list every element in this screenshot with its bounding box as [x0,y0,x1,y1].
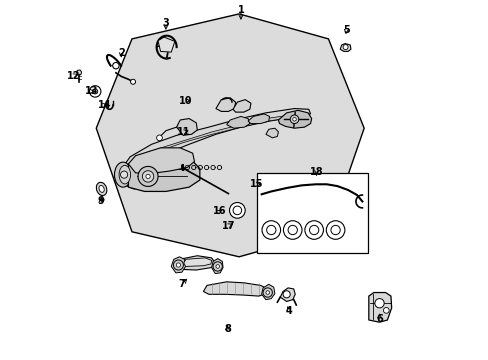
Polygon shape [278,111,311,128]
Ellipse shape [119,165,130,184]
Polygon shape [96,14,364,257]
Circle shape [304,221,323,239]
Circle shape [309,225,318,235]
Circle shape [325,221,344,239]
Circle shape [233,206,241,215]
Circle shape [138,166,158,186]
Circle shape [263,288,272,297]
Circle shape [213,262,222,271]
Text: 5: 5 [342,25,349,35]
Text: 9: 9 [97,197,104,206]
Text: 13: 13 [85,86,98,96]
Circle shape [93,89,98,94]
Text: 4: 4 [285,306,292,316]
Polygon shape [128,148,194,174]
Circle shape [89,86,101,97]
Polygon shape [233,100,250,112]
Text: 6: 6 [375,314,382,324]
Polygon shape [128,113,305,171]
Circle shape [229,203,244,218]
Polygon shape [247,114,269,123]
Circle shape [130,79,135,84]
Polygon shape [203,282,267,296]
Polygon shape [176,118,197,135]
Polygon shape [211,258,223,274]
Ellipse shape [96,182,107,195]
Text: 17: 17 [221,221,235,231]
Polygon shape [121,158,198,189]
Polygon shape [158,37,175,52]
Text: 18: 18 [309,167,323,177]
Circle shape [265,291,269,294]
Circle shape [101,198,104,202]
Ellipse shape [99,185,104,192]
Polygon shape [368,293,391,322]
Circle shape [343,45,347,50]
Polygon shape [216,98,235,111]
Circle shape [266,225,275,235]
Circle shape [156,135,162,141]
Circle shape [112,63,119,69]
Text: 15: 15 [250,179,263,189]
Circle shape [283,291,290,298]
Text: 8: 8 [224,324,230,334]
Text: 16: 16 [212,206,226,216]
Circle shape [287,225,297,235]
Polygon shape [171,257,185,273]
FancyBboxPatch shape [257,173,367,253]
Circle shape [216,265,219,268]
Ellipse shape [114,162,131,187]
Polygon shape [128,153,200,192]
Text: 14: 14 [98,100,111,110]
Polygon shape [121,109,310,180]
Circle shape [383,307,388,313]
Polygon shape [280,288,295,301]
Circle shape [283,221,302,239]
Polygon shape [226,116,249,128]
Text: 12: 12 [67,71,81,81]
Text: 2: 2 [118,48,124,58]
Circle shape [121,171,127,178]
Circle shape [330,225,340,235]
Polygon shape [183,258,211,266]
Text: 1: 1 [237,5,244,15]
Circle shape [374,298,384,308]
Polygon shape [265,128,278,138]
Polygon shape [261,284,274,300]
Text: 7: 7 [178,279,185,289]
Text: 10: 10 [179,96,192,106]
Circle shape [290,115,298,123]
Circle shape [176,263,180,267]
Circle shape [173,260,183,270]
Circle shape [262,221,280,239]
Polygon shape [175,256,215,270]
Circle shape [142,171,153,182]
Text: 11: 11 [177,127,190,137]
Polygon shape [77,70,81,75]
Circle shape [145,174,150,179]
Text: 3: 3 [162,18,169,28]
Circle shape [292,117,296,121]
Polygon shape [340,44,350,51]
